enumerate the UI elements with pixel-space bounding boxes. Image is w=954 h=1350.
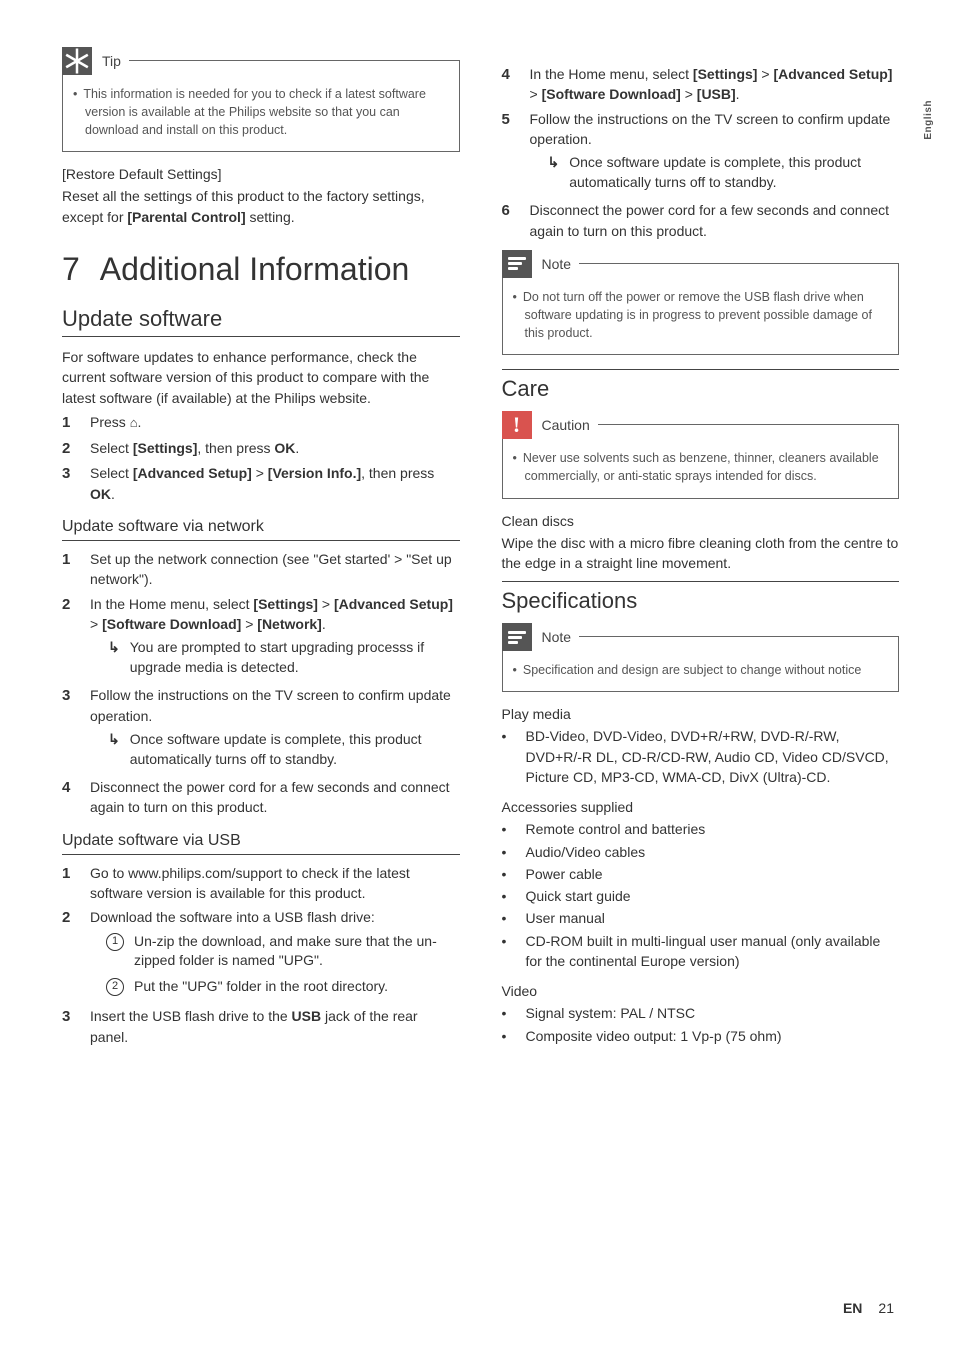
caution-title: Caution <box>542 417 590 433</box>
play-media-list: BD-Video, DVD-Video, DVD+R/+RW, DVD-R/-R… <box>502 726 900 787</box>
caution-body: Never use solvents such as benzene, thin… <box>525 449 885 485</box>
home-icon: ⌂ <box>130 415 138 430</box>
clean-discs-body: Wipe the disc with a micro fibre cleanin… <box>502 533 900 574</box>
list-item: Composite video output: 1 Vp-p (75 ohm) <box>502 1026 900 1046</box>
via-network-heading: Update software via network <box>62 518 460 541</box>
list-item: Power cable <box>502 864 900 884</box>
update-software-intro: For software updates to enhance performa… <box>62 347 460 408</box>
caution-icon: ! <box>502 411 532 439</box>
update-software-steps: 1 Press ⌂. 2 Select [Settings], then pre… <box>62 412 460 504</box>
left-column: Tip This information is needed for you t… <box>62 60 460 1052</box>
tip-title: Tip <box>102 53 121 69</box>
accessories-heading: Accessories supplied <box>502 799 900 815</box>
restore-body: Reset all the settings of this product t… <box>62 186 460 227</box>
spec-note-callout: Note Specification and design are subjec… <box>502 636 900 692</box>
asterisk-icon <box>62 47 92 75</box>
specifications-heading: Specifications <box>502 581 900 614</box>
accessories-list: Remote control and batteries Audio/Video… <box>502 819 900 971</box>
circled-1-icon: 1 <box>106 933 124 951</box>
note-icon <box>502 623 532 651</box>
restore-heading: [Restore Default Settings] <box>62 166 460 182</box>
note-icon <box>502 250 532 278</box>
list-item: Signal system: PAL / NTSC <box>502 1003 900 1023</box>
tip-callout: Tip This information is needed for you t… <box>62 60 460 152</box>
page-columns: Tip This information is needed for you t… <box>62 60 899 1052</box>
video-heading: Video <box>502 983 900 999</box>
via-network-steps: 1Set up the network connection (see "Get… <box>62 549 460 818</box>
list-item: Quick start guide <box>502 886 900 906</box>
list-item: Remote control and batteries <box>502 819 900 839</box>
arrow-icon: ↳ <box>108 730 120 769</box>
note-body: Do not turn off the power or remove the … <box>525 288 885 342</box>
right-column: 4 In the Home menu, select [Settings] > … <box>502 60 900 1052</box>
circled-2-icon: 2 <box>106 978 124 996</box>
via-usb-heading: Update software via USB <box>62 832 460 855</box>
footer-page: 21 <box>878 1300 894 1316</box>
clean-discs-heading: Clean discs <box>502 513 900 529</box>
video-list: Signal system: PAL / NTSC Composite vide… <box>502 1003 900 1046</box>
chapter-heading: 7 Additional Information <box>62 251 460 288</box>
page-footer: EN 21 <box>843 1300 894 1316</box>
list-item: CD-ROM built in multi-lingual user manua… <box>502 931 900 972</box>
list-item: Audio/Video cables <box>502 842 900 862</box>
note-title: Note <box>542 256 572 272</box>
play-media-heading: Play media <box>502 706 900 722</box>
note-callout: Note Do not turn off the power or remove… <box>502 263 900 355</box>
arrow-icon: ↳ <box>548 153 560 192</box>
usb-steps-continued: 4 In the Home menu, select [Settings] > … <box>502 64 900 241</box>
spec-note-title: Note <box>542 629 572 645</box>
arrow-icon: ↳ <box>108 638 120 677</box>
spec-note-body: Specification and design are subject to … <box>525 661 885 679</box>
language-tab: English <box>923 100 934 140</box>
footer-lang: EN <box>843 1300 862 1316</box>
care-heading: Care <box>502 369 900 402</box>
list-item: User manual <box>502 908 900 928</box>
via-usb-steps: 1Go to www.philips.com/support to check … <box>62 863 460 1047</box>
caution-callout: ! Caution Never use solvents such as ben… <box>502 424 900 498</box>
update-software-heading: Update software <box>62 306 460 337</box>
tip-body: This information is needed for you to ch… <box>85 85 445 139</box>
